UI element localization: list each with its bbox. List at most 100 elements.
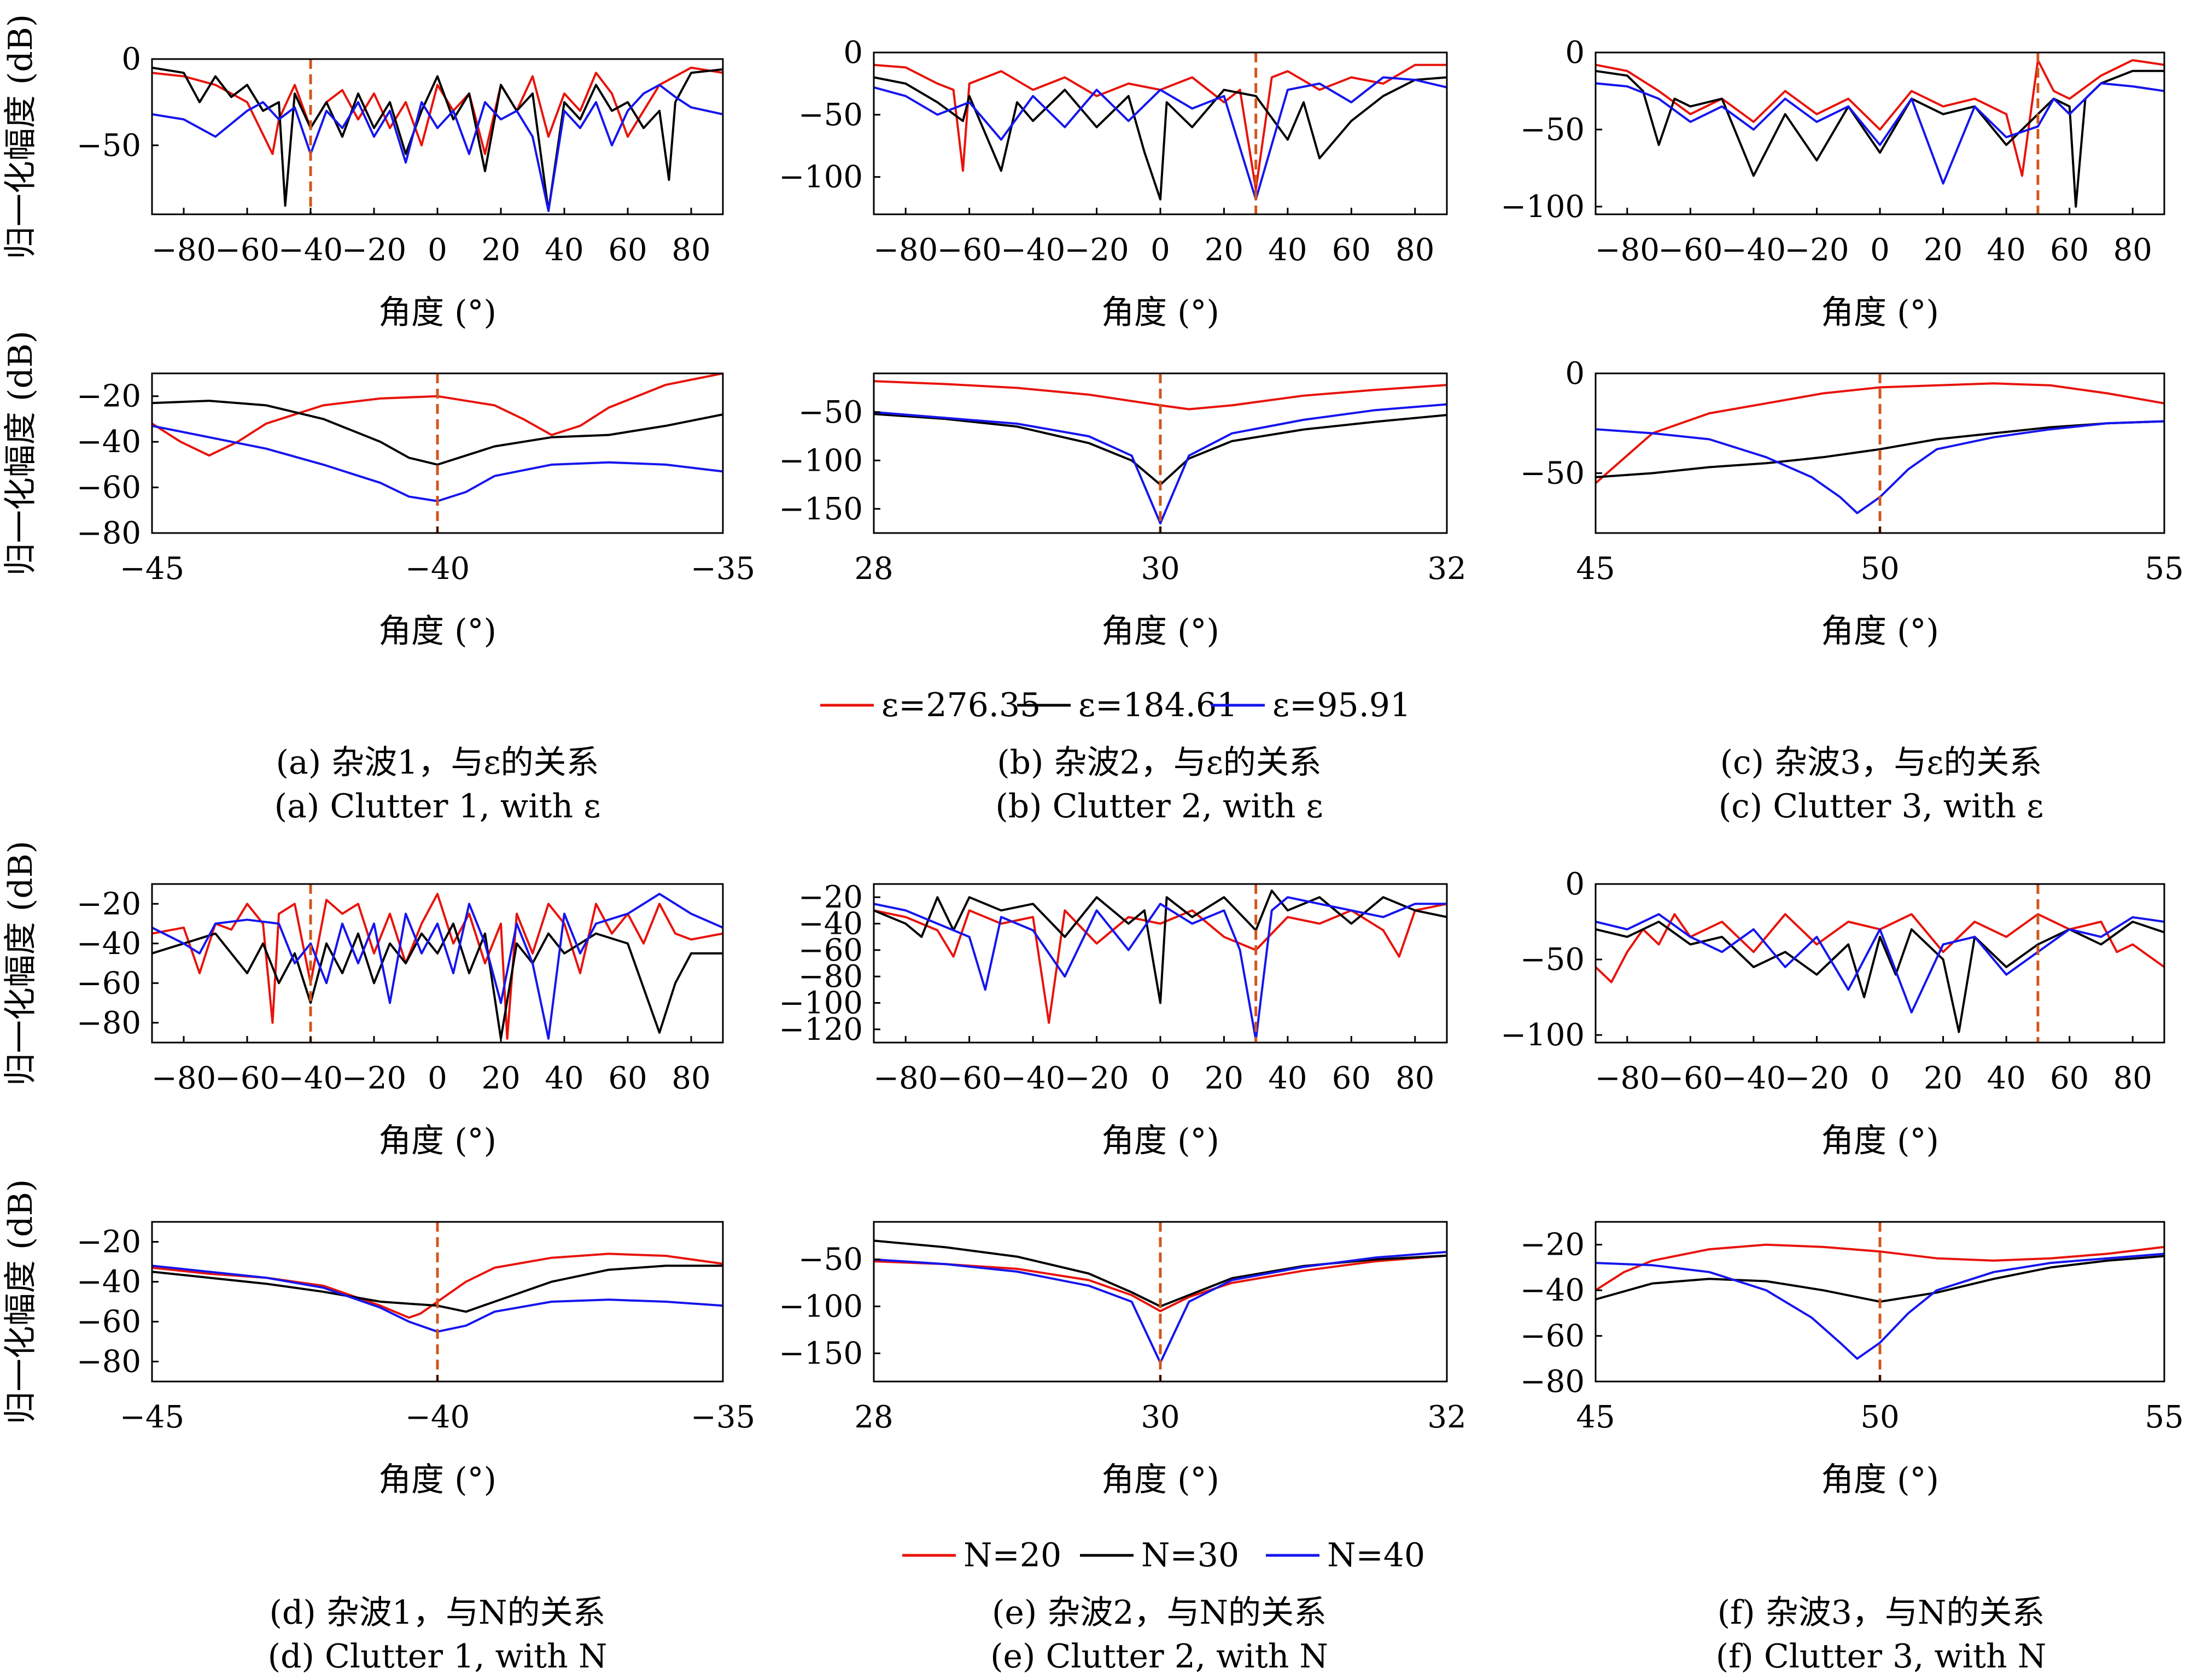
x-tick-label: 80 (1395, 1061, 1434, 1096)
series-line-2 (1596, 1255, 2164, 1303)
y-tick-label: −60 (77, 965, 141, 1001)
y-tick-label: 0 (121, 42, 141, 77)
x-tick-label: 28 (854, 551, 893, 587)
x-tick-label: −20 (342, 1061, 406, 1096)
x-tick-label: 80 (671, 1061, 710, 1096)
x-tick-label: −80 (873, 232, 938, 268)
y-tick-label: −20 (77, 886, 141, 922)
x-axis-label: 角度 (°) (1101, 294, 1219, 332)
chart-panel-c-zoom: 45 50 55 0 −50 角度 (°) (1520, 356, 2184, 651)
x-tick-label: −80 (151, 232, 216, 268)
x-tick-label: −20 (1784, 1061, 1849, 1096)
x-tick-label: −60 (215, 232, 279, 268)
chart-panel-e-full: −80−60−40−20 0 20 40 60 80−20−40−60−80−100−12… (779, 880, 1448, 1160)
plot-frame (1595, 51, 2165, 215)
chart-panel-c-full: −80−60−40−20 0 20 40 60 80 0 −50 −100 角度 (°) (1500, 35, 2165, 332)
x-axis-label: 角度 (°) (1821, 294, 1939, 332)
x-tick-label: 80 (2113, 1061, 2152, 1096)
series-line-1 (874, 63, 1447, 191)
x-tick-label: 60 (1332, 1061, 1371, 1096)
y-tick-label: 0 (1565, 356, 1585, 391)
x-tick-label: 30 (1141, 551, 1179, 587)
y-tick-label: −100 (1500, 1017, 1585, 1053)
legend-label: N=20 (963, 1536, 1061, 1574)
y-tick-label: −50 (798, 1242, 863, 1278)
y-tick-label: −80 (77, 1005, 141, 1041)
x-tick-label: −60 (1658, 232, 1722, 268)
series-line-2 (152, 1265, 723, 1313)
x-tick-label: −40 (1001, 232, 1065, 268)
x-tick-label: 0 (428, 1061, 447, 1096)
x-tick-label: −80 (1595, 232, 1660, 268)
legend-label: ε=276.35 (881, 686, 1041, 724)
x-tick-label: −40 (1001, 1061, 1065, 1096)
caption-4: (d) 杂波1，与N的关系 (d) Clutter 1, with N (268, 1594, 608, 1676)
x-tick-label: 28 (854, 1400, 893, 1435)
x-tick-label: 30 (1141, 1400, 1179, 1435)
caption-zh: (d) 杂波1，与N的关系 (270, 1594, 606, 1632)
series-line-1 (1596, 1243, 2164, 1291)
y-tick-label: −150 (779, 1336, 863, 1371)
chart-panel-f-zoom: 45 50 55 −20 −40 −60 −80 角度 (°) (1520, 1221, 2184, 1499)
x-axis-label: 角度 (°) (378, 1122, 497, 1160)
x-axis-label: 角度 (°) (1821, 1461, 1939, 1499)
series-line-1 (152, 66, 723, 155)
chart-panel-a-zoom: −45 −40 −35 −20 −40 −60 −80 角度 (°) 归一化幅度 (dB) (2, 331, 755, 651)
series-line-1 (152, 893, 723, 1040)
y-tick-label: −40 (77, 1265, 141, 1300)
x-tick-label: 45 (1576, 551, 1615, 587)
caption-en: (f) Clutter 3, with N (1716, 1637, 2047, 1676)
x-tick-label: −60 (215, 1061, 279, 1096)
y-tick-label: −40 (798, 906, 863, 942)
caption-5: (e) 杂波2，与N的关系 (e) Clutter 2, with N (990, 1594, 1328, 1676)
x-axis-label: 角度 (°) (378, 612, 497, 651)
y-tick-label: −100 (779, 1289, 863, 1325)
x-tick-label: 50 (1860, 1400, 1899, 1435)
x-tick-label: 0 (1870, 232, 1890, 268)
series-line-2 (1596, 69, 2164, 208)
y-tick-label: −100 (779, 443, 863, 478)
y-tick-label: −50 (1520, 942, 1585, 977)
series-line-2 (152, 400, 723, 466)
legend-label: N=30 (1141, 1536, 1239, 1574)
legend-label: ε=184.61 (1078, 686, 1237, 724)
x-tick-label: −40 (278, 232, 343, 268)
series-line-2 (152, 66, 723, 212)
x-tick-label: 32 (1427, 1400, 1466, 1435)
x-tick-label: −35 (691, 551, 755, 587)
y-tick-label: −20 (1520, 1227, 1585, 1263)
y-axis-label: 归一化幅度 (dB) (2, 14, 40, 259)
plot-frame (1595, 883, 2165, 1044)
y-axis-label: 归一化幅度 (dB) (2, 1179, 40, 1424)
x-tick-label: −40 (1721, 232, 1786, 268)
x-tick-label: 0 (1150, 1061, 1170, 1096)
x-tick-label: 32 (1427, 551, 1466, 587)
legend-1: ε=276.35 ε=184.61 ε=95.91 (820, 686, 1411, 724)
x-tick-label: 20 (1924, 1061, 1963, 1096)
series-line-3 (1596, 1252, 2164, 1360)
y-tick-label: −100 (779, 986, 863, 1021)
x-tick-label: −40 (405, 551, 470, 587)
x-tick-label: 40 (1987, 232, 2025, 268)
y-tick-label: −50 (1520, 112, 1585, 148)
series-line-1 (874, 903, 1447, 1024)
x-axis-label: 角度 (°) (1821, 612, 1939, 651)
x-tick-label: 55 (2145, 551, 2183, 587)
x-tick-label: 40 (1268, 1061, 1307, 1096)
y-tick-label: −60 (1520, 1319, 1585, 1354)
x-tick-label: 40 (545, 232, 583, 268)
x-tick-label: 60 (2050, 1061, 2089, 1096)
x-tick-label: −60 (937, 1061, 1002, 1096)
x-axis-label: 角度 (°) (1821, 1122, 1939, 1160)
y-tick-label: −20 (798, 880, 863, 915)
legend-label: ε=95.91 (1272, 686, 1411, 724)
series-line-3 (152, 84, 723, 212)
x-tick-label: −20 (342, 232, 406, 268)
x-tick-label: −60 (937, 232, 1002, 268)
x-tick-label: −45 (120, 551, 184, 587)
x-tick-label: 40 (545, 1061, 583, 1096)
x-tick-label: 20 (481, 1061, 520, 1096)
series-line-1 (1596, 382, 2164, 484)
series-line-3 (152, 893, 723, 1040)
x-tick-label: 80 (2113, 232, 2152, 268)
